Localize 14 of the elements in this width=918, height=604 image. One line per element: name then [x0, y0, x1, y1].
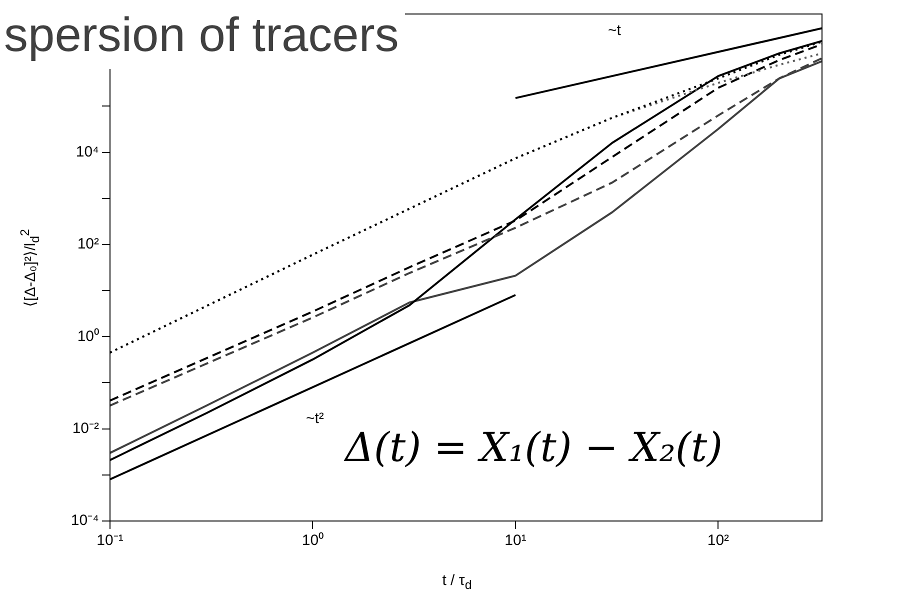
y-tick-label: 10⁻² — [72, 420, 99, 437]
x-tick-label: 10⁻¹ — [96, 532, 124, 550]
x-axis-title: t / τ$_{d}$ — [442, 572, 472, 592]
annotation: ~t — [608, 22, 621, 39]
annotation: ~t² — [306, 410, 324, 427]
x-tick-label: 10⁰ — [302, 532, 324, 550]
y-tick-label: 10⁻⁴ — [70, 512, 99, 530]
annotation: Δ(t) = X₁(t) − X₂(t) — [345, 425, 723, 471]
chart-title: spersion of tracers — [4, 8, 405, 69]
y-tick-label: 10² — [77, 236, 99, 253]
x-tick-label: 10² — [707, 532, 730, 550]
y-tick-label: 10⁴ — [76, 143, 99, 160]
x-tick-label: 10¹ — [504, 532, 526, 550]
y-tick-label: 10⁰ — [77, 328, 99, 345]
